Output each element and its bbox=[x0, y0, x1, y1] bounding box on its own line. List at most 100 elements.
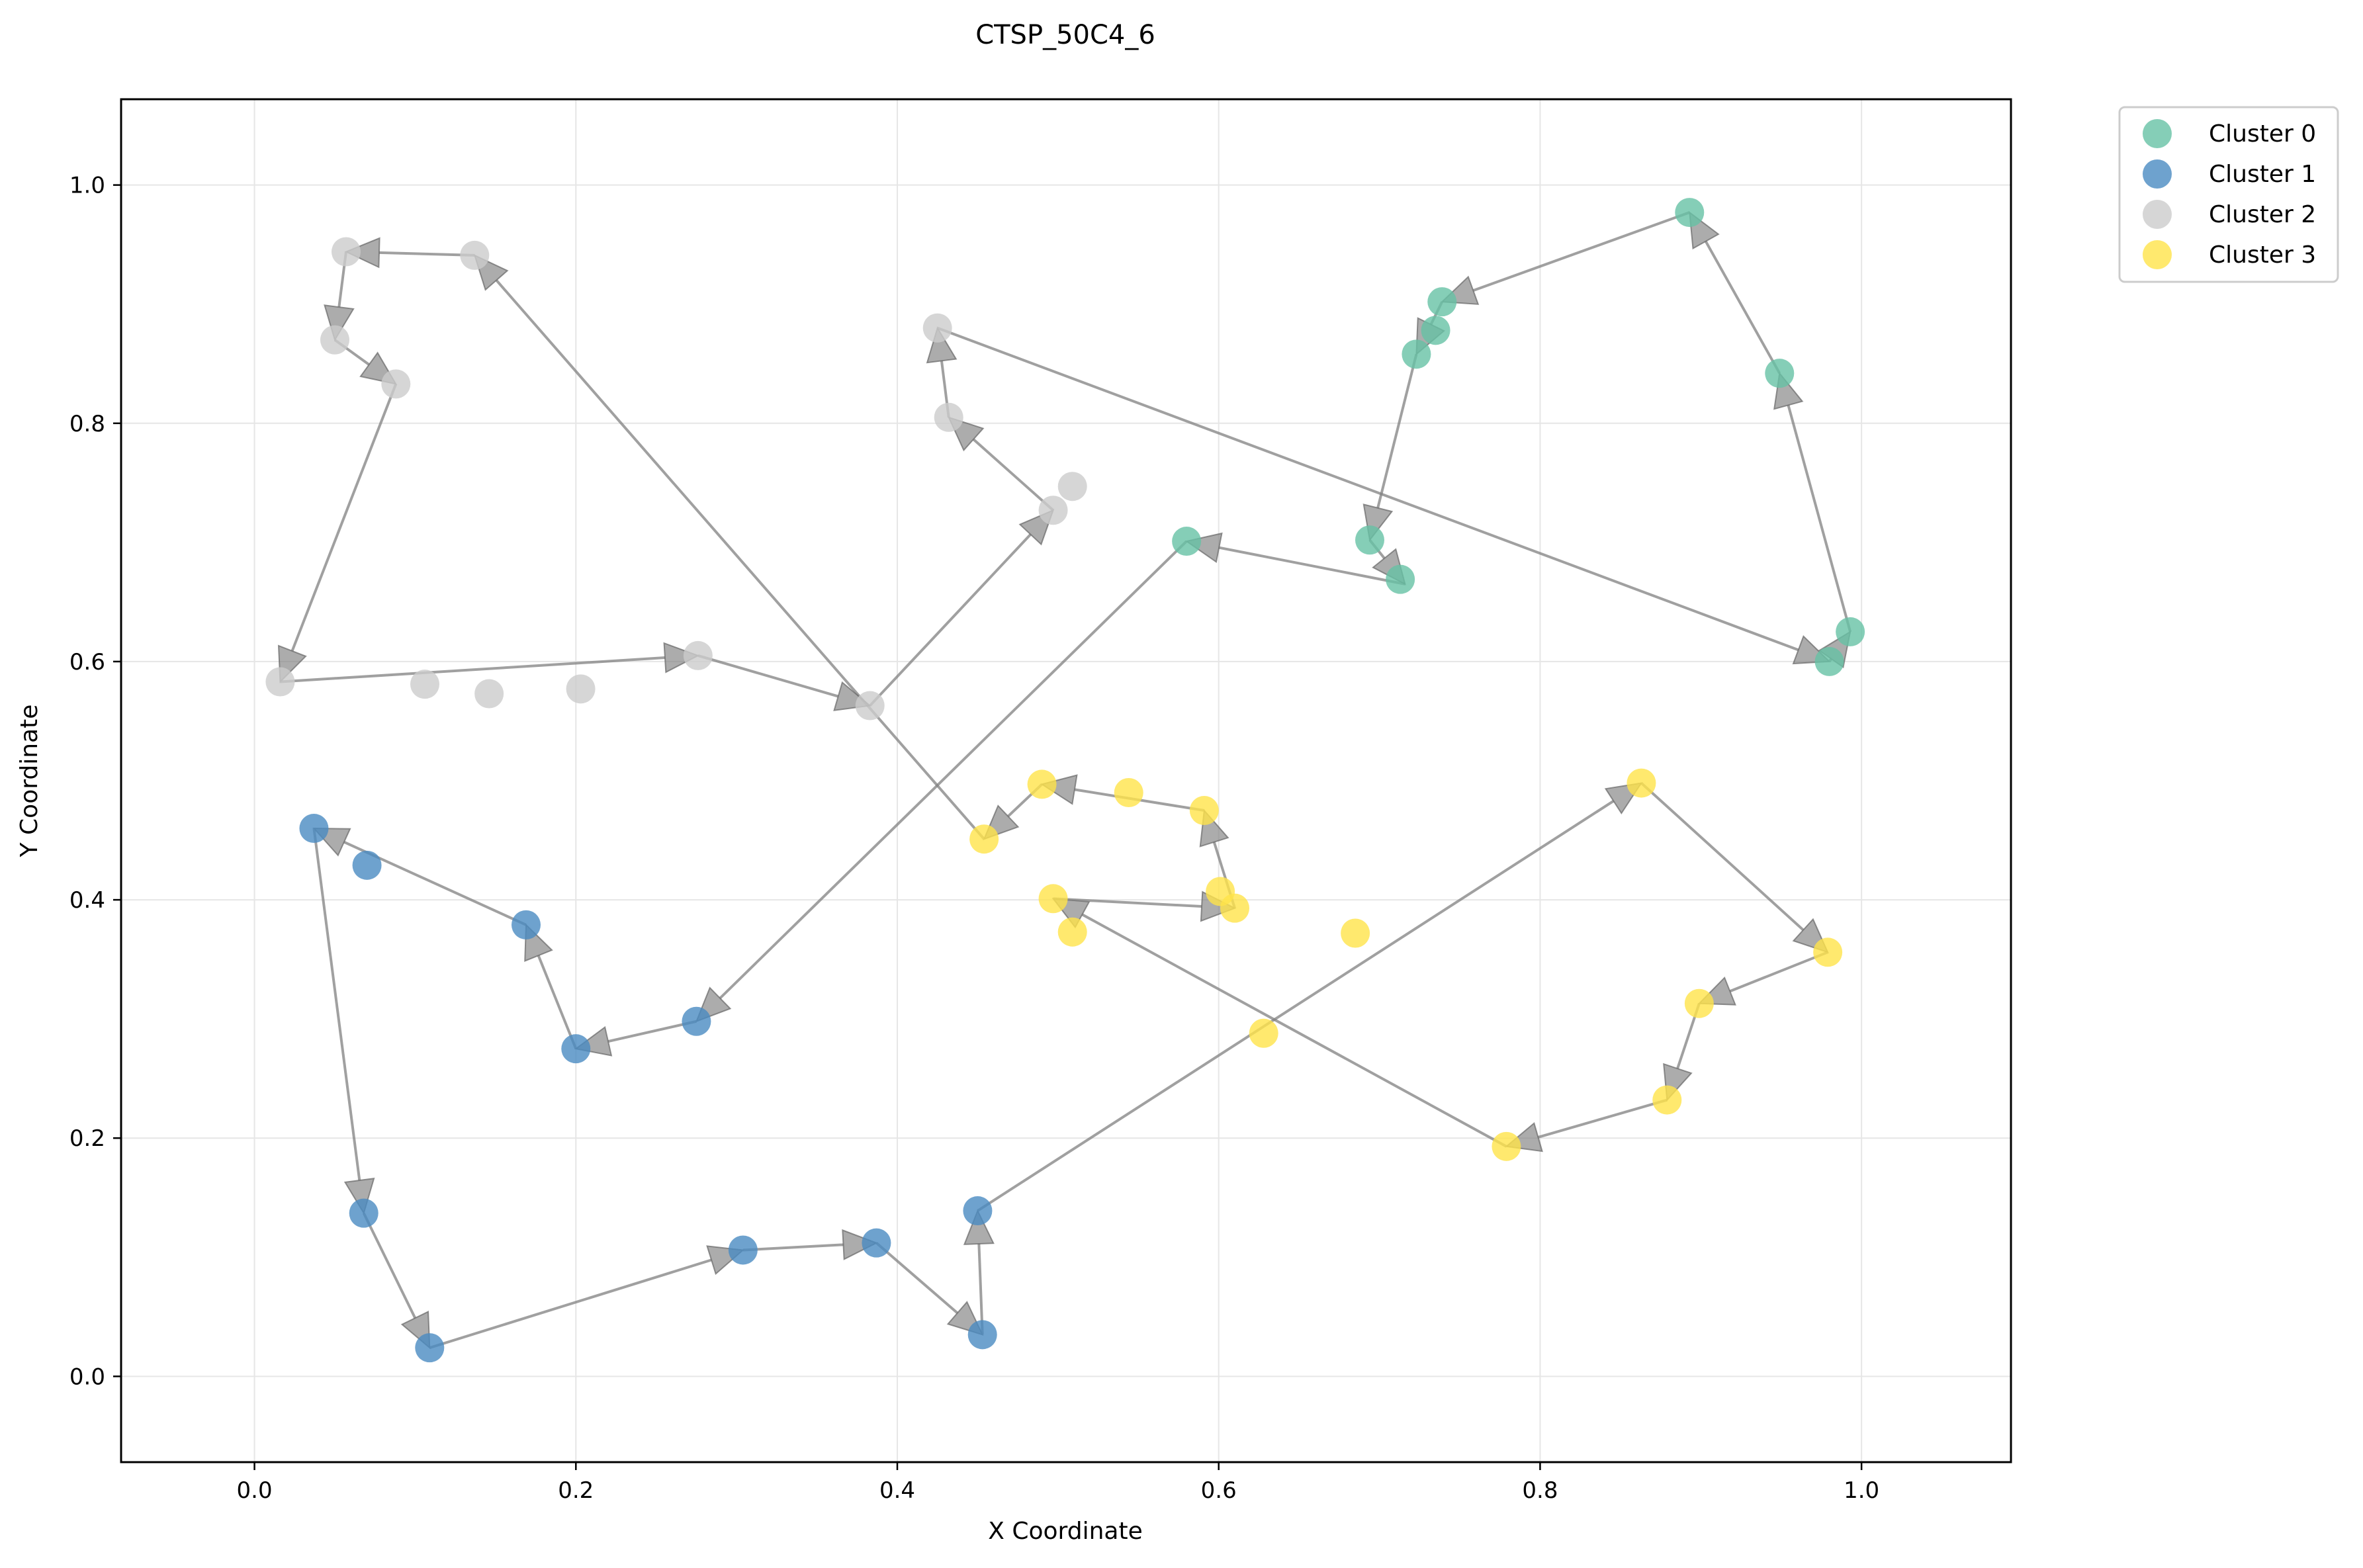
data-points bbox=[265, 198, 1865, 1363]
cluster-0-point bbox=[1836, 617, 1865, 646]
route-segment bbox=[937, 326, 1799, 652]
cluster-0-point bbox=[1402, 339, 1431, 369]
x-tick-label: 1.0 bbox=[1844, 1477, 1879, 1504]
legend-label-1: Cluster 1 bbox=[2209, 161, 2316, 188]
cluster-0-point bbox=[1421, 316, 1450, 345]
route-arrows bbox=[277, 210, 1852, 1350]
legend-frame bbox=[2118, 106, 2339, 283]
route-segment bbox=[977, 800, 1615, 1212]
cluster-0-point bbox=[1386, 564, 1415, 594]
route-segment bbox=[379, 251, 475, 257]
route-segment bbox=[1081, 913, 1507, 1148]
x-axis-ticks: 0.0 0.2 0.4 0.6 0.8 1.0 bbox=[237, 1462, 1879, 1504]
cluster-3-point bbox=[1038, 884, 1068, 914]
route-segment bbox=[977, 1243, 984, 1335]
cluster-3-point bbox=[1220, 893, 1249, 923]
route-arrowhead bbox=[842, 1229, 878, 1260]
route-segment bbox=[1053, 897, 1202, 908]
x-tick-label: 0.6 bbox=[1201, 1477, 1237, 1504]
x-tick-label: 0.0 bbox=[237, 1477, 273, 1504]
cluster-2-point bbox=[1038, 496, 1068, 525]
y-axis-ticks: 0.0 0.2 0.4 0.6 0.8 1.0 bbox=[69, 173, 121, 1390]
route-segment bbox=[719, 540, 1188, 1000]
legend-marker-0 bbox=[2143, 119, 2172, 148]
cluster-2-point bbox=[1057, 472, 1087, 501]
cluster-1-point bbox=[728, 1235, 758, 1265]
route-segment bbox=[1729, 951, 1828, 993]
legend: Cluster 0 Cluster 1 Cluster 2 Cluster 3 bbox=[2118, 106, 2339, 283]
cluster-1-point bbox=[299, 814, 329, 844]
cluster-2-point bbox=[381, 369, 411, 399]
cluster-3-point bbox=[1684, 988, 1714, 1018]
cluster-1-point bbox=[561, 1034, 591, 1064]
route-segment bbox=[537, 955, 578, 1049]
route-arrowhead bbox=[324, 304, 355, 342]
cluster-1-point bbox=[415, 1333, 445, 1363]
route-segment bbox=[362, 1212, 417, 1319]
cluster-1-point bbox=[862, 1228, 891, 1258]
cluster-2-point bbox=[410, 670, 439, 699]
route-segment bbox=[1640, 782, 1805, 932]
legend-label-3: Cluster 3 bbox=[2209, 241, 2316, 269]
route-segment bbox=[1218, 546, 1405, 586]
route-segment bbox=[972, 438, 1054, 511]
legend-marker-2 bbox=[2143, 200, 2172, 229]
cluster-0-point bbox=[1355, 525, 1384, 555]
cluster-3-point bbox=[1341, 918, 1370, 948]
route-segment bbox=[869, 533, 1032, 707]
cluster-3-point bbox=[1627, 768, 1656, 798]
y-axis-label: Y Coordinate bbox=[16, 705, 43, 858]
cluster-3-point bbox=[1027, 769, 1057, 799]
legend-label-0: Cluster 0 bbox=[2209, 120, 2316, 148]
cluster-2-point bbox=[474, 679, 504, 709]
cluster-2-point bbox=[332, 237, 361, 267]
cluster-0-point bbox=[1427, 287, 1457, 317]
route-segment bbox=[280, 656, 666, 683]
cluster-3-point bbox=[1652, 1085, 1682, 1115]
cluster-3-point bbox=[1249, 1018, 1278, 1048]
x-tick-label: 0.4 bbox=[879, 1477, 915, 1504]
cluster-1-point bbox=[349, 1198, 379, 1228]
route-segment bbox=[1472, 211, 1690, 292]
y-tick-label: 0.0 bbox=[69, 1364, 105, 1390]
cluster-1-point bbox=[512, 910, 541, 939]
route-arrowhead bbox=[344, 237, 380, 269]
route-segment bbox=[697, 654, 839, 698]
cluster-0-point bbox=[1675, 198, 1705, 228]
cluster-3-point bbox=[1189, 796, 1219, 826]
cluster-3-point bbox=[1057, 917, 1087, 947]
cluster-1-point bbox=[967, 1320, 997, 1350]
route-segment bbox=[1376, 353, 1418, 509]
cluster-2-point bbox=[855, 691, 885, 720]
route-arrowhead bbox=[926, 326, 958, 364]
y-tick-label: 0.8 bbox=[69, 411, 105, 437]
cluster-0-point bbox=[1765, 359, 1795, 388]
route-segment bbox=[312, 828, 361, 1181]
route-segment bbox=[1787, 404, 1852, 632]
y-tick-label: 0.4 bbox=[69, 887, 105, 914]
legend-marker-3 bbox=[2143, 240, 2172, 269]
cluster-1-point bbox=[963, 1196, 993, 1226]
route-arrowhead bbox=[963, 1209, 995, 1245]
route-segment bbox=[742, 1243, 844, 1252]
cluster-1-point bbox=[682, 1006, 711, 1036]
y-tick-label: 0.6 bbox=[69, 649, 105, 675]
route-segment bbox=[607, 1020, 697, 1043]
cluster-3-point bbox=[1114, 778, 1143, 808]
x-tick-label: 0.2 bbox=[558, 1477, 594, 1504]
route-segment bbox=[875, 1242, 959, 1315]
cluster-0-point bbox=[1172, 527, 1202, 556]
y-tick-label: 0.2 bbox=[69, 1125, 105, 1152]
route-segment bbox=[1537, 1098, 1668, 1139]
cluster-2-point bbox=[320, 325, 349, 355]
route-segment bbox=[429, 1258, 712, 1350]
cluster-1-point bbox=[352, 850, 382, 880]
cluster-2-point bbox=[683, 640, 713, 670]
x-axis-label: X Coordinate bbox=[988, 1518, 1142, 1545]
route-arrowhead bbox=[343, 1178, 375, 1215]
cluster-2-point bbox=[460, 240, 490, 270]
cluster-0-point bbox=[1814, 646, 1844, 676]
route-segment bbox=[1704, 240, 1781, 374]
